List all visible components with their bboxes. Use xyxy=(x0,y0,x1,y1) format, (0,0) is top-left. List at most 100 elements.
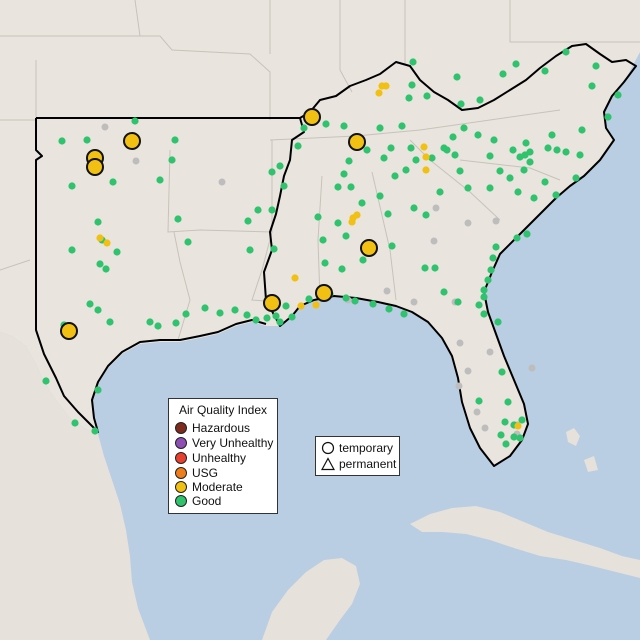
good-station-marker[interactable] xyxy=(512,60,520,68)
moderate-station-marker[interactable] xyxy=(348,218,356,226)
good-station-marker[interactable] xyxy=(268,206,276,214)
moderate-monitor-marker[interactable] xyxy=(123,132,141,150)
good-station-marker[interactable] xyxy=(480,310,488,318)
good-station-marker[interactable] xyxy=(541,178,549,186)
good-station-marker[interactable] xyxy=(454,298,462,306)
good-station-marker[interactable] xyxy=(453,73,461,81)
moderate-monitor-marker[interactable] xyxy=(86,158,104,176)
good-station-marker[interactable] xyxy=(436,188,444,196)
moderate-station-marker[interactable] xyxy=(422,166,430,174)
good-station-marker[interactable] xyxy=(475,397,483,405)
good-station-marker[interactable] xyxy=(300,124,308,132)
good-station-marker[interactable] xyxy=(504,398,512,406)
good-station-marker[interactable] xyxy=(156,176,164,184)
good-station-marker[interactable] xyxy=(272,312,280,320)
good-station-marker[interactable] xyxy=(109,178,117,186)
good-station-marker[interactable] xyxy=(548,131,556,139)
good-station-marker[interactable] xyxy=(83,136,91,144)
good-station-marker[interactable] xyxy=(544,144,552,152)
good-station-marker[interactable] xyxy=(407,144,415,152)
good-station-marker[interactable] xyxy=(243,311,251,319)
good-station-marker[interactable] xyxy=(592,62,600,70)
good-station-marker[interactable] xyxy=(376,124,384,132)
good-station-marker[interactable] xyxy=(172,319,180,327)
good-station-marker[interactable] xyxy=(359,256,367,264)
good-station-marker[interactable] xyxy=(96,260,104,268)
good-station-marker[interactable] xyxy=(443,146,451,154)
good-station-marker[interactable] xyxy=(282,302,290,310)
good-station-marker[interactable] xyxy=(489,254,497,262)
good-station-marker[interactable] xyxy=(410,204,418,212)
good-station-marker[interactable] xyxy=(106,318,114,326)
good-station-marker[interactable] xyxy=(510,433,518,441)
no-data-station-marker[interactable] xyxy=(432,204,440,212)
good-station-marker[interactable] xyxy=(513,234,521,242)
good-station-marker[interactable] xyxy=(422,211,430,219)
moderate-station-marker[interactable] xyxy=(312,301,320,309)
no-data-station-marker[interactable] xyxy=(481,424,489,432)
no-data-station-marker[interactable] xyxy=(455,382,463,390)
good-station-marker[interactable] xyxy=(71,419,79,427)
good-station-marker[interactable] xyxy=(321,259,329,267)
moderate-station-marker[interactable] xyxy=(514,422,522,430)
no-data-station-marker[interactable] xyxy=(430,237,438,245)
good-station-marker[interactable] xyxy=(522,139,530,147)
moderate-monitor-marker[interactable] xyxy=(348,133,366,151)
moderate-station-marker[interactable] xyxy=(420,143,428,151)
good-station-marker[interactable] xyxy=(440,288,448,296)
moderate-monitor-marker[interactable] xyxy=(360,239,378,257)
good-station-marker[interactable] xyxy=(457,100,465,108)
good-station-marker[interactable] xyxy=(276,318,284,326)
no-data-station-marker[interactable] xyxy=(101,123,109,131)
good-station-marker[interactable] xyxy=(268,168,276,176)
moderate-station-marker[interactable] xyxy=(297,302,305,310)
good-station-marker[interactable] xyxy=(338,265,346,273)
good-station-marker[interactable] xyxy=(342,232,350,240)
no-data-station-marker[interactable] xyxy=(492,217,500,225)
moderate-station-marker[interactable] xyxy=(375,89,383,97)
good-station-marker[interactable] xyxy=(490,136,498,144)
moderate-station-marker[interactable] xyxy=(378,82,386,90)
good-station-marker[interactable] xyxy=(244,217,252,225)
good-station-marker[interactable] xyxy=(42,377,50,385)
good-station-marker[interactable] xyxy=(288,313,296,321)
good-station-marker[interactable] xyxy=(480,293,488,301)
good-station-marker[interactable] xyxy=(509,146,517,154)
good-station-marker[interactable] xyxy=(553,146,561,154)
good-station-marker[interactable] xyxy=(168,156,176,164)
good-station-marker[interactable] xyxy=(498,368,506,376)
good-station-marker[interactable] xyxy=(562,48,570,56)
good-station-marker[interactable] xyxy=(334,183,342,191)
good-station-marker[interactable] xyxy=(171,136,179,144)
good-station-marker[interactable] xyxy=(131,117,139,125)
good-station-marker[interactable] xyxy=(475,301,483,309)
good-station-marker[interactable] xyxy=(322,120,330,128)
good-station-marker[interactable] xyxy=(94,306,102,314)
good-station-marker[interactable] xyxy=(604,113,612,121)
good-station-marker[interactable] xyxy=(486,184,494,192)
no-data-station-marker[interactable] xyxy=(486,348,494,356)
good-station-marker[interactable] xyxy=(201,304,209,312)
good-station-marker[interactable] xyxy=(421,264,429,272)
good-station-marker[interactable] xyxy=(91,427,99,435)
good-station-marker[interactable] xyxy=(541,67,549,75)
good-station-marker[interactable] xyxy=(334,219,342,227)
good-station-marker[interactable] xyxy=(523,230,531,238)
good-station-marker[interactable] xyxy=(231,306,239,314)
good-station-marker[interactable] xyxy=(358,199,366,207)
good-station-marker[interactable] xyxy=(502,440,510,448)
good-station-marker[interactable] xyxy=(486,152,494,160)
good-station-marker[interactable] xyxy=(494,318,502,326)
good-station-marker[interactable] xyxy=(86,300,94,308)
good-station-marker[interactable] xyxy=(58,137,66,145)
good-station-marker[interactable] xyxy=(246,246,254,254)
good-station-marker[interactable] xyxy=(380,154,388,162)
good-station-marker[interactable] xyxy=(342,294,350,302)
good-station-marker[interactable] xyxy=(412,156,420,164)
good-station-marker[interactable] xyxy=(216,309,224,317)
good-station-marker[interactable] xyxy=(385,305,393,313)
good-station-marker[interactable] xyxy=(184,238,192,246)
good-station-marker[interactable] xyxy=(521,151,529,159)
good-station-marker[interactable] xyxy=(263,314,271,322)
